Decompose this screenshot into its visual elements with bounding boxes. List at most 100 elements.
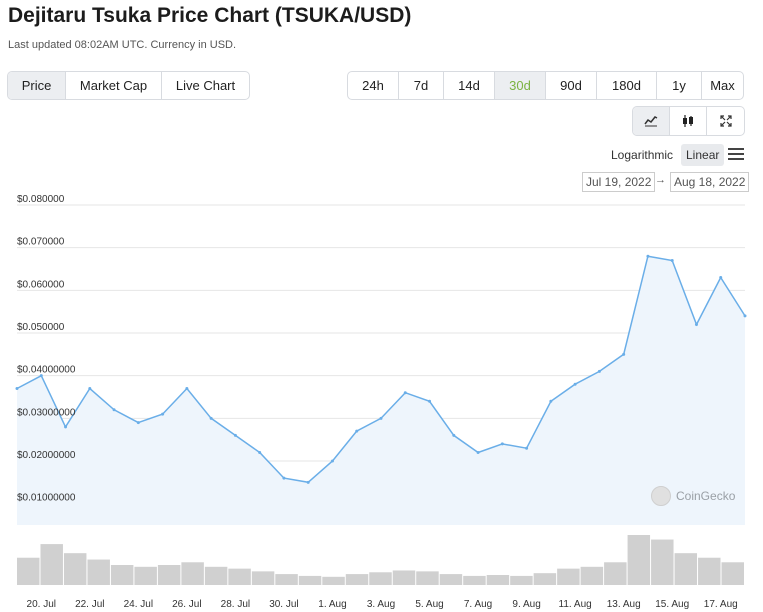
price-point (694, 322, 698, 326)
x-tick-label: 17. Aug (704, 599, 738, 610)
x-tick-label: 30. Jul (269, 599, 298, 610)
line-chart-button[interactable] (633, 107, 670, 135)
tab-price[interactable]: Price (8, 72, 66, 99)
x-tick-label: 28. Jul (221, 599, 250, 610)
volume-bar (510, 575, 533, 585)
candlestick-icon (683, 115, 693, 127)
date-range-arrow: → (655, 174, 666, 186)
volume-bar (439, 574, 463, 585)
price-point (670, 258, 674, 262)
x-tick-label: 11. Aug (559, 599, 592, 610)
volume-bar (651, 539, 674, 585)
y-tick-label: $0.080000 (17, 195, 65, 205)
volume-bar (345, 574, 369, 585)
price-point (452, 433, 456, 437)
x-axis-labels: 20. Jul 22. Jul 24. Jul 26. Jul 28. Jul 30. J… (27, 599, 738, 610)
price-chart[interactable]: $0.01000000 $0.02000000 $0.03000000 $0.0400… (0, 195, 763, 612)
price-point (743, 314, 747, 318)
tab-live-chart[interactable]: Live Chart (175, 78, 236, 93)
x-tick-label: 13. Aug (607, 599, 641, 610)
price-point (719, 276, 723, 280)
menu-icon[interactable] (728, 147, 744, 161)
x-tick-label: 3. Aug (367, 599, 395, 610)
linear-scale-toggle[interactable]: Linear (681, 144, 725, 166)
price-point (39, 374, 43, 378)
volume-bar (110, 565, 134, 585)
tab-market-cap[interactable]: Market Cap (66, 72, 162, 99)
x-tick-label: 1. Aug (318, 599, 346, 610)
coingecko-logo-icon (651, 486, 671, 506)
volume-bar (463, 575, 486, 585)
volume-bar (228, 568, 251, 585)
logarithmic-scale-toggle[interactable]: Logarithmic (611, 148, 674, 162)
y-axis-labels: $0.01000000 $0.02000000 $0.03000000 $0.0400… (17, 195, 76, 504)
volume-bar (721, 562, 744, 585)
range-180d[interactable]: 180d (597, 72, 657, 99)
price-point (622, 352, 626, 356)
price-point (476, 450, 480, 454)
date-from-input[interactable]: Jul 19, 2022 (582, 172, 656, 192)
volume-bar (275, 574, 298, 585)
x-tick-label: 24. Jul (124, 599, 153, 610)
volume-bar (17, 557, 40, 585)
line-chart-icon (644, 116, 658, 127)
volume-bar (298, 575, 322, 585)
price-point (573, 382, 577, 386)
y-tick-label: $0.01000000 (17, 493, 76, 504)
fullscreen-button[interactable] (707, 107, 744, 135)
price-point (403, 391, 407, 395)
price-point (64, 425, 68, 429)
price-point (525, 446, 529, 450)
range-7d[interactable]: 7d (399, 72, 444, 99)
price-point (646, 254, 650, 258)
range-90d[interactable]: 90d (546, 72, 597, 99)
range-max[interactable]: Max (710, 78, 735, 93)
y-tick-label: $0.04000000 (17, 365, 76, 376)
volume-bar (674, 553, 698, 585)
volume-bar (416, 571, 439, 585)
price-point (306, 480, 310, 484)
chart-type-tabs: Price Market Cap Live Chart (7, 71, 250, 100)
volume-bar (63, 553, 87, 585)
watermark-text: CoinGecko (676, 489, 736, 503)
volume-bar (40, 544, 63, 585)
range-14d[interactable]: 14d (444, 72, 495, 99)
range-24h[interactable]: 24h (348, 72, 399, 99)
price-point (597, 369, 601, 373)
volume-bar (157, 565, 181, 585)
y-tick-label: $0.070000 (17, 237, 65, 248)
volume-bar (557, 568, 580, 585)
price-point (15, 386, 19, 390)
y-tick-label: $0.03000000 (17, 407, 76, 418)
price-point (330, 459, 334, 463)
date-to-input[interactable]: Aug 18, 2022 (670, 172, 750, 192)
x-tick-label: 9. Aug (512, 599, 540, 610)
x-tick-label: 7. Aug (464, 599, 492, 610)
volume-bar (580, 566, 604, 585)
volume-bar (627, 535, 651, 585)
candlestick-button[interactable] (670, 107, 707, 135)
x-tick-label: 26. Jul (172, 599, 201, 610)
price-point (355, 429, 359, 433)
range-30d[interactable]: 30d (495, 72, 546, 99)
price-point (379, 416, 383, 420)
price-point (258, 450, 262, 454)
volume-bar (533, 573, 557, 585)
volume-bar (486, 575, 510, 585)
price-point (233, 433, 237, 437)
time-range-tabs: 24h 7d 14d 30d 90d 180d 1y Max (347, 71, 744, 100)
x-tick-label: 20. Jul (27, 599, 56, 610)
page-title: Dejitaru Tsuka Price Chart (TSUKA/USD) (8, 4, 412, 27)
price-point (209, 416, 213, 420)
price-point (500, 442, 504, 446)
x-tick-label: 15. Aug (655, 599, 689, 610)
volume-bar (134, 566, 157, 585)
price-area (15, 254, 747, 525)
volume-bars (17, 535, 744, 585)
price-area-fill (17, 256, 745, 525)
range-1y[interactable]: 1y (657, 72, 702, 99)
price-point (88, 386, 92, 390)
coingecko-watermark: CoinGecko (651, 486, 735, 506)
fullscreen-icon (719, 115, 732, 127)
volume-bar (698, 557, 721, 585)
